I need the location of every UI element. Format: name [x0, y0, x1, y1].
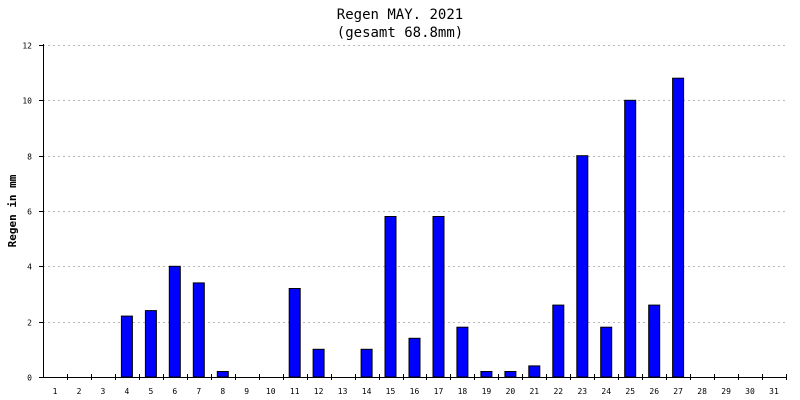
bar-day-5 — [144, 310, 157, 378]
x-tick-label: 30 — [745, 387, 755, 396]
x-tick-label: 13 — [338, 387, 348, 396]
x-tick-label: 27 — [673, 387, 683, 396]
x-tick-label: 1 — [53, 387, 58, 396]
y-tick-label: 4 — [27, 263, 32, 272]
x-tick-label: 23 — [577, 387, 587, 396]
x-tick-label: 12 — [314, 387, 324, 396]
bar-day-6 — [168, 265, 181, 378]
x-tick-label: 4 — [124, 387, 129, 396]
x-tick-label: 31 — [769, 387, 779, 396]
x-tick-label: 16 — [410, 387, 420, 396]
y-tick-label: 6 — [27, 208, 32, 217]
x-tick-label: 28 — [697, 387, 707, 396]
bars — [120, 77, 685, 378]
x-tick-label: 25 — [625, 387, 635, 396]
y-tick-label: 8 — [27, 153, 32, 162]
bar-day-24 — [600, 326, 613, 378]
x-tick-label: 21 — [529, 387, 539, 396]
x-tick-label: 26 — [649, 387, 659, 396]
y-tick-label: 10 — [22, 97, 32, 106]
bar-day-26 — [648, 304, 661, 378]
grid-lines — [43, 45, 786, 323]
x-tick-label: 8 — [220, 387, 225, 396]
x-tick-label: 22 — [553, 387, 563, 396]
bar-day-23 — [576, 155, 589, 378]
bar-day-7 — [192, 282, 205, 378]
x-tick-label: 19 — [482, 387, 492, 396]
x-tick-label: 29 — [721, 387, 731, 396]
y-tick-label: 12 — [22, 42, 32, 51]
y-tick-label: 0 — [27, 374, 32, 383]
bar-day-17 — [432, 216, 445, 378]
bar-day-21 — [528, 365, 541, 378]
x-tick-label: 9 — [244, 387, 249, 396]
x-tick-label: 11 — [290, 387, 300, 396]
x-tick-label: 14 — [362, 387, 372, 396]
x-tick-label: 20 — [506, 387, 516, 396]
y-axis-label: Regen in mm — [6, 174, 19, 247]
bar-day-4 — [120, 315, 133, 378]
bar-day-18 — [456, 326, 469, 378]
x-tick-label: 24 — [601, 387, 611, 396]
x-tick-label: 15 — [386, 387, 396, 396]
x-tick-label: 10 — [266, 387, 276, 396]
bar-day-12 — [312, 348, 325, 378]
x-tick-label: 18 — [458, 387, 468, 396]
y-tick-label: 2 — [27, 319, 32, 328]
chart-title: Regen MAY. 2021 — [337, 7, 463, 23]
x-tick-label: 3 — [100, 387, 105, 396]
bar-day-20 — [504, 371, 517, 378]
x-tick-label: 2 — [77, 387, 82, 396]
bar-day-19 — [480, 371, 493, 378]
x-tick-label: 7 — [196, 387, 201, 396]
bar-day-11 — [288, 288, 301, 378]
bar-day-27 — [672, 77, 685, 378]
bar-day-16 — [408, 337, 421, 378]
y-axis-ticks: 0 2 4 6 8 10 12 — [22, 42, 43, 383]
bar-day-22 — [552, 304, 565, 378]
bar-day-14 — [360, 348, 373, 378]
chart-subtitle: (gesamt 68.8mm) — [337, 25, 463, 41]
x-tick-label: 5 — [148, 387, 153, 396]
bar-day-25 — [624, 99, 637, 378]
bar-day-8 — [216, 371, 229, 378]
x-tick-label: 17 — [434, 387, 444, 396]
x-tick-label: 6 — [172, 387, 177, 396]
bar-day-15 — [384, 216, 397, 378]
